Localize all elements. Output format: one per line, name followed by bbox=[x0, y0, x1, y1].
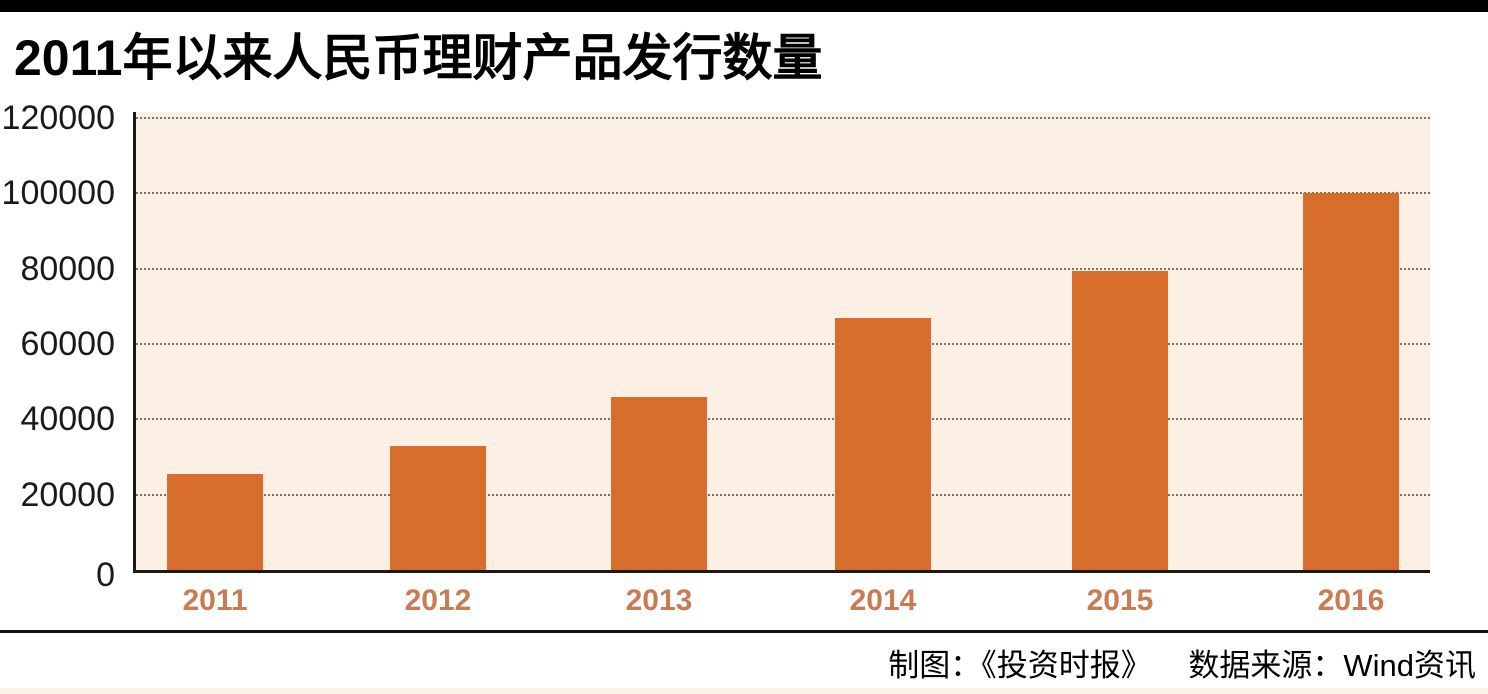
y-tick-label-20000: 20000 bbox=[20, 475, 115, 514]
x-tick-label-2014: 2014 bbox=[849, 584, 917, 617]
y-tick-label-0: 0 bbox=[96, 556, 115, 594]
gridline-60000 bbox=[136, 343, 1430, 345]
bar-2012 bbox=[390, 445, 486, 570]
bar-2014 bbox=[835, 317, 931, 570]
bar-2016 bbox=[1303, 193, 1399, 570]
gridline-20000 bbox=[136, 493, 1430, 496]
x-tick-label-2013: 2013 bbox=[625, 584, 693, 617]
gridline-100000 bbox=[136, 192, 1430, 195]
bar-2013 bbox=[611, 396, 707, 570]
x-tick-label-2015: 2015 bbox=[1086, 584, 1154, 617]
x-tick-label-2012: 2012 bbox=[404, 584, 472, 617]
bottom-strip bbox=[0, 688, 1488, 694]
bar-2011 bbox=[167, 473, 263, 570]
gridline-40000 bbox=[136, 418, 1430, 421]
y-tick-label-120000: 120000 bbox=[1, 99, 115, 137]
x-tick-label-2011: 2011 bbox=[182, 584, 248, 617]
y-tick-label-60000: 60000 bbox=[20, 325, 115, 363]
footer: 制图：《投资时报》 数据来源：Wind资讯 bbox=[888, 640, 1476, 685]
gridline-120000 bbox=[136, 117, 1430, 119]
y-tick-label-40000: 40000 bbox=[20, 400, 115, 439]
y-tick-label-80000: 80000 bbox=[20, 249, 115, 288]
footer-rule bbox=[0, 630, 1488, 633]
footer-source: 数据来源：Wind资讯 bbox=[1188, 648, 1476, 683]
bar-chart-plot-area bbox=[133, 112, 1430, 573]
bar-2015 bbox=[1072, 270, 1168, 570]
top-rule bbox=[0, 0, 1488, 12]
x-tick-label-2016: 2016 bbox=[1317, 584, 1385, 617]
page-title: 2011年以来人民币理财产品发行数量 bbox=[14, 30, 823, 86]
gridline-80000 bbox=[136, 267, 1430, 270]
y-tick-label-100000: 100000 bbox=[1, 174, 115, 213]
footer-credit: 制图：《投资时报》 bbox=[888, 648, 1152, 683]
